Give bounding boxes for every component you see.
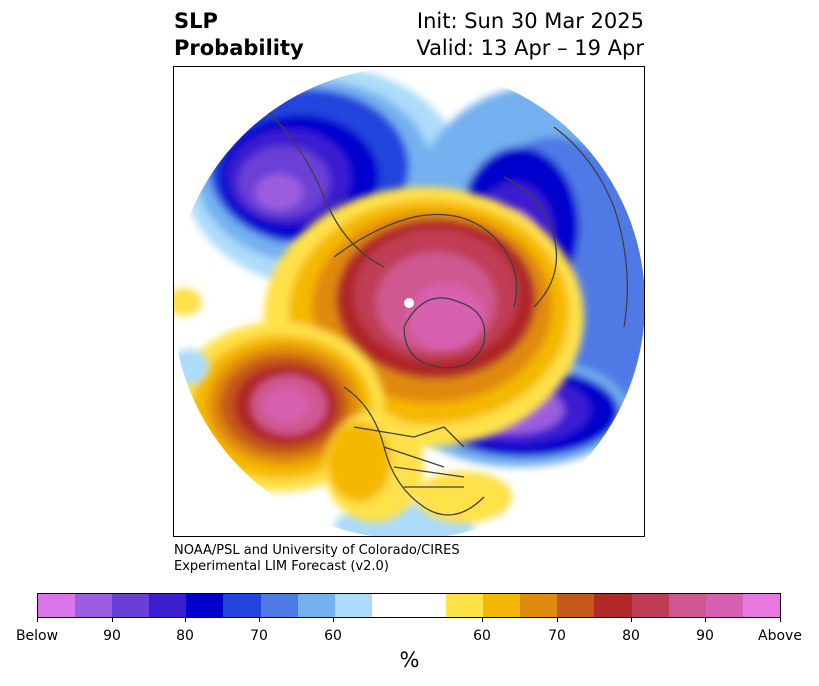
init-date: Init: Sun 30 Mar 2025 <box>416 9 644 33</box>
colorbar-swatch <box>668 594 706 617</box>
colorbar-tick-label: Below <box>15 628 59 644</box>
colorbar-tick-label: Above <box>758 628 802 644</box>
credit-line-1: NOAA/PSL and University of Colorado/CIRE… <box>174 543 460 558</box>
colorbar-unit: % <box>399 648 420 672</box>
title-quantity: Probability <box>174 36 304 60</box>
colorbar-tick <box>185 618 186 622</box>
colorbar-swatch <box>112 594 150 617</box>
colorbar-tick <box>37 618 38 622</box>
colorbar-tick-label: 90 <box>103 628 121 644</box>
colorbar-swatch <box>334 594 372 617</box>
colorbar-tick <box>780 618 781 622</box>
colorbar-swatch <box>38 594 76 617</box>
colorbar-tick-label: 60 <box>473 628 491 644</box>
colorbar-tick <box>705 618 706 622</box>
above-normal-field <box>174 187 584 523</box>
colorbar-tick-label: 70 <box>250 628 268 644</box>
map-svg <box>174 67 644 536</box>
plot-dates: Init: Sun 30 Mar 2025 Valid: 13 Apr – 19… <box>416 8 644 62</box>
colorbar-swatch <box>557 594 595 617</box>
colorbar-swatch <box>408 594 447 617</box>
valid-dates: Valid: 13 Apr – 19 Apr <box>416 36 644 60</box>
colorbar-swatch <box>223 594 261 617</box>
colorbar-tick-label: 90 <box>696 628 714 644</box>
colorbar-tick <box>333 618 334 622</box>
colorbar-swatch <box>520 594 558 617</box>
colorbar <box>37 593 781 618</box>
colorbar-swatch <box>371 594 409 617</box>
colorbar-swatch <box>483 594 521 617</box>
colorbar-swatch <box>594 594 632 617</box>
colorbar-tick <box>557 618 558 622</box>
colorbar-tick-label: 80 <box>176 628 194 644</box>
colorbar-swatch <box>75 594 113 617</box>
coastlines <box>263 106 628 516</box>
colorbar-tick <box>112 618 113 622</box>
colorbar-swatch <box>631 594 669 617</box>
colorbar-tick <box>259 618 260 622</box>
colorbar-swatch <box>186 594 224 617</box>
north-pole-marker <box>404 298 414 308</box>
credit-text: NOAA/PSL and University of Colorado/CIRE… <box>174 543 460 575</box>
colorbar-swatch <box>260 594 298 617</box>
colorbar-swatch <box>742 594 780 617</box>
colorbar-swatch <box>705 594 743 617</box>
colorbar-tick-label: 70 <box>548 628 566 644</box>
credit-line-2: Experimental LIM Forecast (v2.0) <box>174 559 389 574</box>
colorbar-swatch <box>297 594 335 617</box>
polar-map <box>173 66 645 537</box>
colorbar-tick-label: 60 <box>324 628 342 644</box>
colorbar-swatch <box>149 594 187 617</box>
colorbar-swatch <box>446 594 484 617</box>
colorbar-tick <box>482 618 483 622</box>
colorbar-tick <box>631 618 632 622</box>
colorbar-tick-label: 80 <box>622 628 640 644</box>
plot-title: SLP Probability <box>174 8 304 62</box>
title-variable: SLP <box>174 9 218 33</box>
colorbar-ticks: Below 90 80 70 60 60 70 80 90 Above <box>16 618 802 648</box>
